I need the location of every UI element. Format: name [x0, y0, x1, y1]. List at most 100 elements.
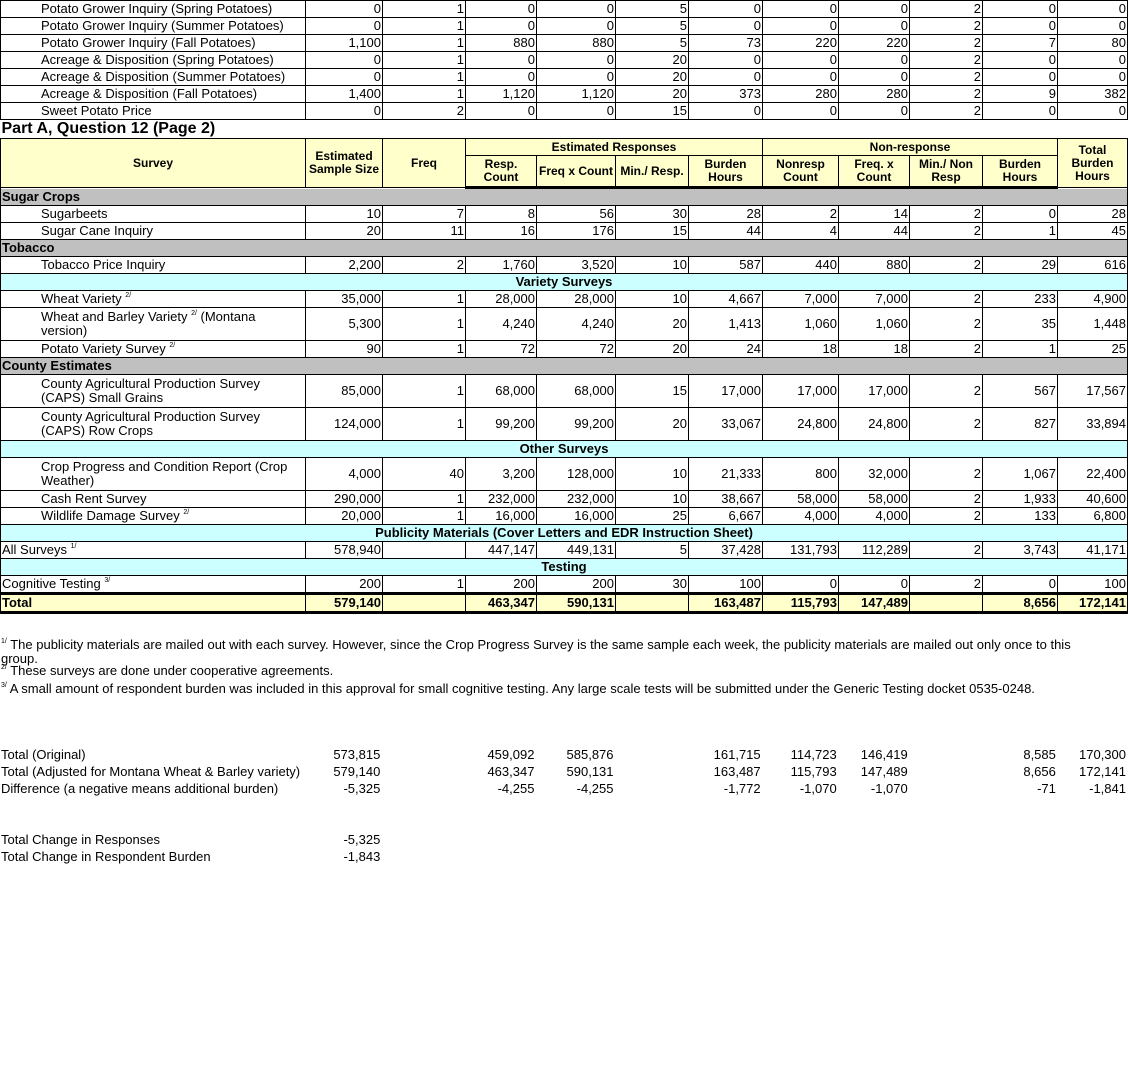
cell-value: 1,060 [838, 307, 910, 341]
summary-value: -1,070 [799, 781, 837, 796]
header-freq: Freq [382, 138, 466, 188]
cell-value: 280 [838, 85, 910, 103]
survey-name-suffix: (Montana version) [41, 309, 256, 338]
cell-value: 14 [838, 205, 910, 223]
summary-value: 146,419 [860, 747, 908, 762]
cell-value: 0 [688, 102, 763, 120]
cell-value: 587 [688, 256, 763, 274]
summary-value [910, 780, 983, 797]
cell-value: 20,000 [305, 507, 383, 525]
cell-value: 72 [465, 340, 537, 358]
cell-value: 0 [982, 205, 1058, 223]
summary-value [616, 763, 689, 780]
survey-name: Acreage & Disposition (Spring Potatoes) [0, 51, 306, 69]
cell-value: 0 [838, 575, 910, 594]
table-row: Potato Grower Inquiry (Summer Potatoes) 0… [0, 17, 1128, 35]
cell-value: 25 [615, 507, 689, 525]
cell-value: 0 [465, 51, 537, 69]
footnote-text: These surveys are done under cooperative… [6, 663, 334, 678]
cell-value: 4 [762, 222, 839, 240]
table-row: Cash Rent Survey 290,000 1 232,000 232,000 10… [0, 490, 1128, 508]
header-survey: Survey [0, 138, 306, 188]
survey-name-text: Potato Variety Survey [41, 341, 170, 356]
table-row: Cognitive Testing 3/200 1 200 200 30 100 0 0 2 0 1… [0, 575, 1128, 594]
cell-value: 447,147 [465, 541, 537, 559]
cell-value: 25 [1057, 340, 1128, 358]
footnote-text: A small amount of respondent burden was … [6, 681, 1035, 696]
footnote-mark: 2/ [1, 664, 7, 671]
summary-label: Total (Original) [1, 747, 86, 762]
cell-value: 616 [1057, 256, 1128, 274]
cell-value: 463,347 [465, 592, 537, 614]
cell-value: 80 [1057, 34, 1128, 52]
summary-value: -1,772 [723, 781, 761, 796]
summary-value: 170,300 [1079, 747, 1126, 762]
survey-name: Sugar Cane Inquiry [0, 222, 306, 240]
summary-value: 172,141 [1079, 764, 1126, 779]
cell-value: 40 [382, 457, 466, 491]
survey-name-text: County Agricultural Production Survey (C… [41, 409, 260, 438]
cell-value: 2 [909, 85, 983, 103]
cell-value: 200 [465, 575, 537, 594]
cell-value: 0 [762, 51, 839, 69]
cell-value: 0 [762, 575, 839, 594]
footnote-mark: 1/ [1, 638, 7, 645]
cell-value: 0 [688, 51, 763, 69]
cell-value: 10 [615, 290, 689, 308]
cell-value: 1 [382, 68, 466, 86]
survey-name: Potato Grower Inquiry (Summer Potatoes) [0, 17, 306, 35]
table-row: Acreage & Disposition (Spring Potatoes) 0… [0, 51, 1128, 69]
cell-value: 449,131 [536, 541, 616, 559]
cell-value: 827 [982, 407, 1058, 441]
cell-value: 58,000 [838, 490, 910, 508]
summary-value: 459,092 [487, 747, 535, 762]
cell-value: 41,171 [1057, 541, 1128, 559]
cell-value: 6,800 [1057, 507, 1128, 525]
cell-value: 1 [382, 575, 466, 594]
table-row: All Surveys 1/578,940 447,147 449,131 5 37,4… [0, 541, 1128, 559]
header-freq-x-count: Freq x Count [536, 155, 616, 189]
cell-value: 4,240 [536, 307, 616, 341]
cell-value: 20 [615, 307, 689, 341]
cell-value: 0 [762, 102, 839, 120]
cell-value: 0 [982, 17, 1058, 35]
cell-value: 2 [909, 340, 983, 358]
footnote-3: 3/ A small amount of respondent burden w… [1, 682, 1111, 696]
cell-value: 200 [536, 575, 616, 594]
cell-value: 440 [762, 256, 839, 274]
survey-name-text: Potato Grower Inquiry (Spring Potatoes) [41, 1, 273, 16]
cell-value: 0 [536, 17, 616, 35]
summary-value: -71 [1037, 781, 1056, 796]
survey-name: Acreage & Disposition (Summer Potatoes) [0, 68, 306, 86]
cell-value: 6,667 [688, 507, 763, 525]
header-sample-size: Estimated Sample Size [305, 138, 383, 188]
table-row: Wheat Variety 2/35,000 1 28,000 28,000 10 4,6… [0, 290, 1128, 308]
cell-value: 1 [382, 407, 466, 441]
cell-value: 3,520 [536, 256, 616, 274]
cell-value: 10 [305, 205, 383, 223]
cell-value: 0 [688, 17, 763, 35]
footnote-2: 2/ These surveys are done under cooperat… [1, 664, 1111, 678]
footnote-ref: 3/ [104, 577, 111, 584]
cell-value: 2 [762, 205, 839, 223]
cell-value: 17,567 [1057, 374, 1128, 408]
cell-value: 2 [909, 68, 983, 86]
cell-value: 15 [615, 374, 689, 408]
survey-name: Wildlife Damage Survey 2/ [0, 507, 306, 525]
cell-value: 567 [982, 374, 1058, 408]
cell-value: 10 [615, 457, 689, 491]
cell-value: 0 [305, 102, 383, 120]
survey-name: Acreage & Disposition (Fall Potatoes) [0, 85, 306, 103]
cell-value [909, 592, 983, 614]
cell-value: 68,000 [465, 374, 537, 408]
summary-value: 573,815 [333, 747, 381, 762]
cell-value: 90 [305, 340, 383, 358]
cell-value: 0 [762, 68, 839, 86]
summary-value: -1,841 [1089, 781, 1126, 796]
cell-value: 15 [615, 222, 689, 240]
cell-value: 85,000 [305, 374, 383, 408]
cell-value: 176 [536, 222, 616, 240]
table-row: Potato Variety Survey 2/90 1 72 72 20 24 18 18 2… [0, 340, 1128, 358]
burden-table: Potato Grower Inquiry (Spring Potatoes) 0… [0, 0, 1128, 614]
table-row: Sweet Potato Price 0 2 0 0 15 0 0 0 2 0 0 [0, 102, 1128, 120]
